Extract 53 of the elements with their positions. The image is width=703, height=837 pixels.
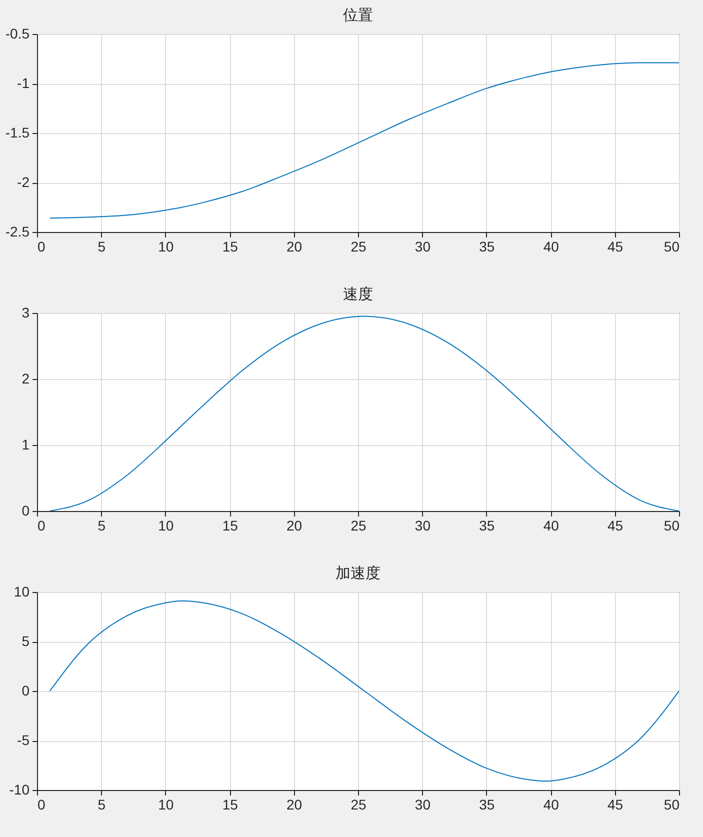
chart-title: 位置 (343, 7, 373, 24)
x-tick-label: 10 (158, 796, 174, 812)
y-tick-label: 10 (14, 584, 30, 600)
y-tick-label: 1 (22, 436, 30, 452)
x-tick-label: 15 (222, 796, 238, 812)
y-tick-label: 3 (22, 304, 30, 320)
x-tick-label: 40 (543, 796, 560, 812)
x-tick-label: 5 (98, 796, 106, 812)
y-tick-label: -1 (17, 75, 30, 91)
y-tick-label: 5 (22, 633, 30, 649)
x-tick-label: 50 (664, 238, 680, 254)
y-tick-label: -5 (17, 732, 30, 748)
x-tick-label: 25 (350, 238, 366, 254)
x-tick-label: 25 (350, 796, 366, 812)
y-tick-label: -0.5 (5, 26, 30, 42)
y-tick-label: -1.5 (5, 124, 30, 140)
y-tick-label: -2.5 (5, 224, 30, 240)
x-tick-label: 20 (286, 518, 302, 534)
line-series (49, 62, 679, 219)
x-tick-label: 20 (286, 796, 302, 812)
x-tick-label: 30 (414, 518, 431, 534)
x-tick-label: 30 (414, 238, 431, 254)
chart-title: 速度 (343, 286, 373, 303)
x-tick-label: 25 (350, 518, 366, 534)
x-tick-label: 35 (479, 518, 495, 534)
x-tick-label: 0 (38, 796, 46, 812)
x-tick-label: 40 (543, 238, 560, 254)
x-tick-label: 10 (158, 518, 174, 534)
x-tick-label: 15 (222, 238, 238, 254)
line-series (49, 316, 679, 511)
y-tick-label: -10 (9, 782, 30, 798)
x-tick-label: 50 (664, 518, 680, 534)
x-tick-label: 45 (608, 796, 624, 812)
x-tick-label: 50 (664, 796, 680, 812)
x-tick-label: 5 (98, 518, 106, 534)
x-tick-label: 10 (158, 238, 174, 254)
x-tick-label: 20 (286, 238, 302, 254)
x-tick-label: 30 (414, 796, 431, 812)
x-tick-label: 5 (98, 238, 106, 254)
x-tick-label: 0 (38, 238, 46, 254)
x-tick-label: 45 (608, 238, 624, 254)
chart-title: 加速度 (336, 565, 380, 582)
x-tick-label: 40 (543, 518, 560, 534)
y-tick-label: 0 (22, 682, 30, 698)
x-tick-label: 0 (38, 518, 46, 534)
y-tick-label: 2 (22, 370, 30, 386)
x-tick-label: 15 (222, 518, 238, 534)
line-series (49, 600, 679, 782)
y-tick-label: 0 (22, 502, 30, 518)
x-tick-label: 35 (479, 238, 495, 254)
x-tick-label: 35 (479, 796, 495, 812)
y-tick-label: -2 (17, 174, 30, 190)
x-tick-label: 45 (608, 518, 624, 534)
